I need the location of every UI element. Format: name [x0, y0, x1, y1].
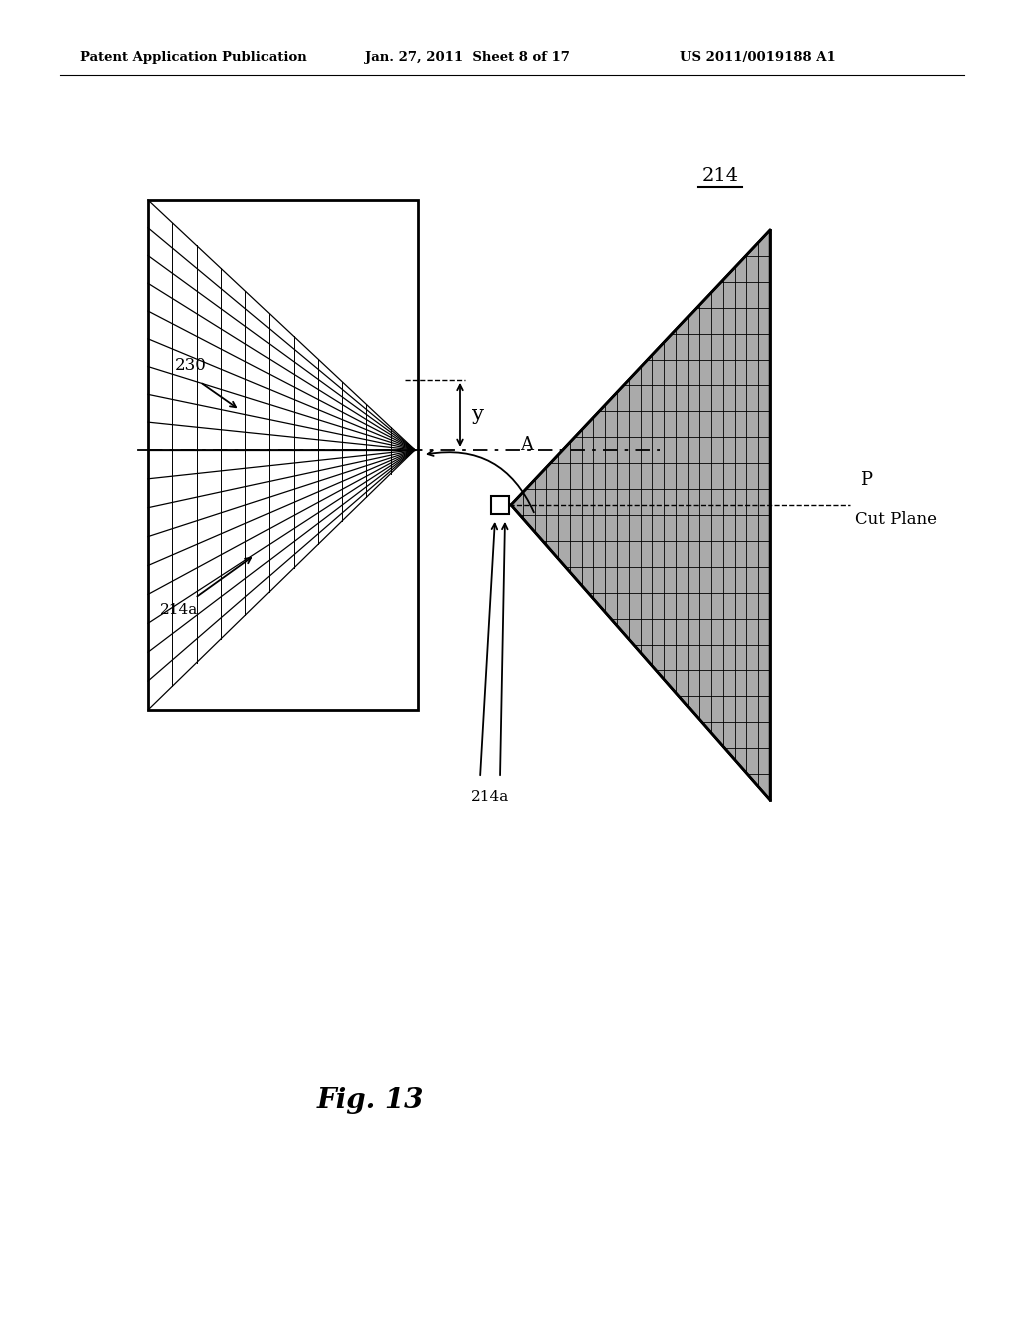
Text: US 2011/0019188 A1: US 2011/0019188 A1 — [680, 51, 836, 65]
Text: Jan. 27, 2011  Sheet 8 of 17: Jan. 27, 2011 Sheet 8 of 17 — [365, 51, 570, 65]
Text: 214a: 214a — [160, 603, 199, 616]
Polygon shape — [511, 230, 770, 800]
Text: 214: 214 — [701, 168, 738, 185]
Bar — [490, 496, 509, 513]
Text: Patent Application Publication: Patent Application Publication — [80, 51, 307, 65]
Text: y: y — [472, 405, 484, 425]
Text: Fig. 13: Fig. 13 — [316, 1086, 424, 1114]
Text: Cut Plane: Cut Plane — [855, 511, 937, 528]
Text: 230: 230 — [175, 356, 207, 374]
Text: 214a: 214a — [471, 789, 509, 804]
Bar — [148, 201, 418, 710]
Text: A: A — [520, 436, 534, 454]
Text: P: P — [860, 471, 872, 488]
